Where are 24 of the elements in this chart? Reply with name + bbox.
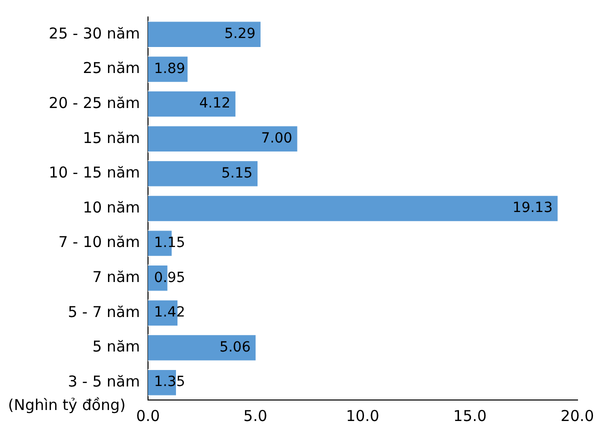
y-tick-label: 15 năm (82, 128, 140, 147)
data-label: 5.29 (224, 26, 256, 42)
y-tick-label: 25 năm (82, 59, 140, 78)
data-label: 4.12 (199, 96, 230, 112)
text: (Nghìn tỷ đồng) (8, 396, 126, 414)
y-tick-label: 5 - 7 năm (68, 302, 140, 321)
y-tick-label: 3 - 5 năm (68, 372, 140, 390)
x-tick-label: 0.0 (136, 406, 160, 425)
data-label: 5.06 (219, 339, 251, 356)
x-tick-label: 5.0 (243, 406, 268, 425)
data-label: 5.15 (221, 165, 253, 182)
y-tick-label: 10 năm (82, 198, 140, 216)
x-tick-label: 20.0 (560, 406, 594, 425)
data-label: 19.13 (512, 200, 553, 216)
data-label: 1.89 (154, 60, 186, 77)
x-tick-label: 10.0 (346, 406, 380, 425)
y-tick-label: 10 - 15 năm (48, 164, 140, 182)
x-tick-label: 15.0 (453, 406, 487, 425)
y-tick-label: 20 - 25 năm (48, 94, 140, 112)
y-tick-label: 7 - 10 năm (58, 233, 140, 252)
y-tick-label: 7 năm (92, 268, 140, 286)
y-tick-label: 5 năm (92, 338, 140, 356)
data-label: 7.00 (261, 130, 292, 147)
y-tick-label: 25 - 30 năm (48, 24, 140, 42)
